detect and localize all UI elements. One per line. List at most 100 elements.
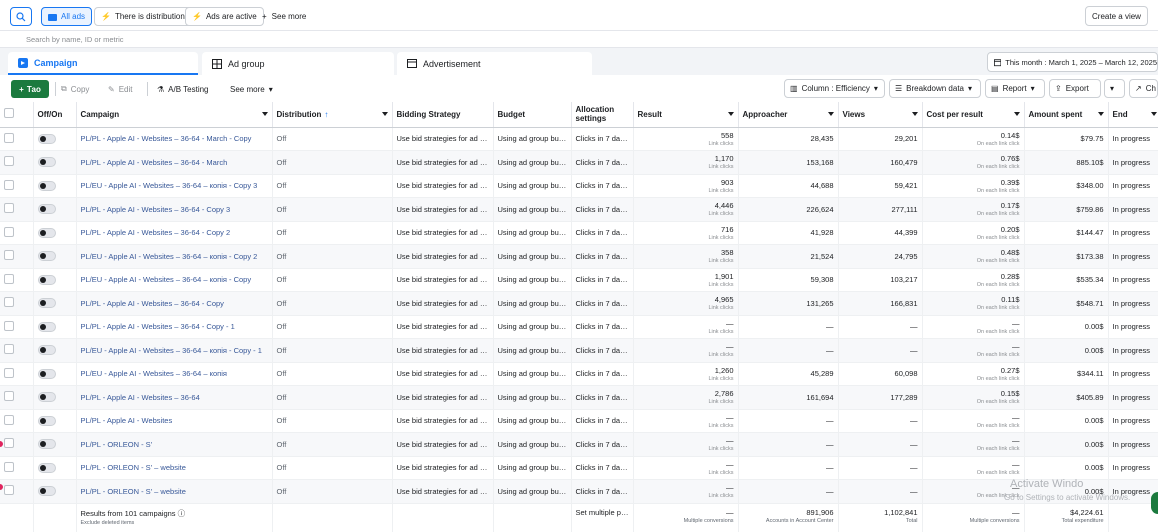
search-button[interactable] (10, 7, 32, 26)
campaign-name-link[interactable]: PL/PL - ORLEON - S' – website (76, 479, 273, 504)
row-checkbox[interactable] (4, 367, 14, 378)
col-end[interactable]: End (1108, 102, 1158, 128)
report-button[interactable]: ▤ Report ▾ (985, 79, 1045, 98)
col-off-on[interactable]: Off/On (33, 102, 77, 128)
tab-ad-group[interactable]: Ad group (202, 52, 394, 75)
campaign-toggle[interactable] (37, 462, 56, 473)
date-range-picker[interactable]: This month : March 1, 2025 – March 12, 2… (987, 52, 1158, 72)
row-checkbox[interactable] (4, 156, 14, 167)
row-checkbox[interactable] (4, 179, 14, 190)
table-row[interactable]: PL/PL - ORLEON - S' Off Use bid strategi… (0, 432, 1158, 457)
col-views[interactable]: Views (838, 102, 923, 128)
row-checkbox[interactable] (4, 203, 14, 214)
table-row[interactable]: PL/PL - Apple AI - Websites – 36-64 - Co… (0, 221, 1158, 245)
copy-button[interactable]: ⧉ Copy (61, 80, 89, 98)
campaign-name-link[interactable]: PL/PL - Apple AI - Websites – 36-64 (76, 385, 273, 410)
campaign-toggle[interactable] (37, 368, 56, 379)
tab-advertisement[interactable]: Advertisement (397, 52, 592, 75)
breakdown-button[interactable]: ☰ Breakdown data ▾ (889, 79, 981, 98)
row-checkbox[interactable] (4, 438, 14, 449)
table-row[interactable]: PL/EU - Apple AI - Websites – 36-64 – ко… (0, 338, 1158, 363)
col-bidding-strategy[interactable]: Bidding Strategy (392, 102, 494, 128)
table-row[interactable]: PL/PL - Apple AI - Websites – 36-64 - Co… (0, 197, 1158, 222)
caret-down-icon[interactable] (261, 112, 268, 116)
active-ads-filter[interactable]: ⚡ Ads are active (185, 7, 264, 26)
caret-down-icon[interactable] (1097, 112, 1104, 116)
caret-down-icon[interactable] (727, 112, 734, 116)
table-row[interactable]: PL/EU - Apple AI - Websites – 36-64 – ко… (0, 174, 1158, 198)
table-row[interactable]: PL/PL - Apple AI - Websites – 36-64 - Ma… (0, 127, 1158, 151)
campaign-name-link[interactable]: PL/EU - Apple AI - Websites – 36-64 – ко… (76, 338, 273, 363)
campaign-toggle[interactable] (37, 227, 56, 238)
col-distribution[interactable]: Distribution ↑ (272, 102, 393, 128)
row-checkbox[interactable] (4, 344, 14, 355)
campaign-toggle[interactable] (37, 251, 56, 262)
campaign-toggle[interactable] (37, 439, 56, 450)
info-icon[interactable]: ⓘ (177, 508, 186, 518)
campaign-name-link[interactable]: PL/EU - Apple AI - Websites – 36-64 – ко… (76, 362, 273, 386)
select-all-checkbox[interactable] (4, 108, 14, 119)
campaign-name-link[interactable]: PL/EU - Apple AI - Websites – 36-64 – ко… (76, 174, 273, 198)
campaign-toggle[interactable] (37, 486, 56, 497)
caret-down-icon[interactable] (381, 112, 388, 116)
table-row[interactable]: PL/PL - Apple AI - Websites – 36-64 - Ma… (0, 150, 1158, 175)
table-row[interactable]: PL/PL - Apple AI - Websites Off Use bid … (0, 409, 1158, 433)
see-more-filters[interactable]: + See more (262, 7, 306, 26)
edit-button[interactable]: ✎ Edit (108, 80, 133, 98)
more-options-button[interactable]: ▾ (1104, 79, 1125, 98)
table-row[interactable]: PL/PL - Apple AI - Websites – 36-64 - Co… (0, 291, 1158, 316)
campaign-toggle[interactable] (37, 392, 56, 403)
campaign-name-link[interactable]: PL/PL - ORLEON - S' (76, 432, 273, 457)
col-campaign[interactable]: Campaign (76, 102, 273, 128)
help-fab[interactable] (1151, 492, 1158, 514)
campaign-name-link[interactable]: PL/EU - Apple AI - Websites – 36-64 – ко… (76, 244, 273, 269)
row-checkbox[interactable] (4, 391, 14, 402)
campaign-name-link[interactable]: PL/PL - Apple AI - Websites – 36-64 - Co… (76, 221, 273, 245)
caret-down-icon[interactable] (1150, 112, 1157, 116)
table-row[interactable]: PL/EU - Apple AI - Websites – 36-64 – ко… (0, 362, 1158, 386)
row-checkbox[interactable] (4, 273, 14, 284)
col-approacher[interactable]: Approacher (738, 102, 839, 128)
row-checkbox[interactable] (4, 132, 14, 143)
campaign-name-link[interactable]: PL/PL - Apple AI - Websites – 36-64 - Co… (76, 315, 273, 339)
campaign-name-link[interactable]: PL/PL - Apple AI - Websites – 36-64 - Ma… (76, 127, 273, 151)
campaign-toggle[interactable] (37, 180, 56, 191)
col-cost-per-result[interactable]: Cost per result (922, 102, 1025, 128)
distribution-filter[interactable]: ⚡ There is distribution (94, 7, 192, 26)
table-row[interactable]: PL/PL - Apple AI - Websites – 36-64 - Co… (0, 315, 1158, 339)
table-row[interactable]: PL/PL - ORLEON - S' – website Off Use bi… (0, 479, 1158, 504)
col-budget[interactable]: Budget (493, 102, 572, 128)
campaign-name-link[interactable]: PL/PL - Apple AI - Websites – 36-64 - Ma… (76, 150, 273, 175)
columns-button[interactable]: ▥ Column : Efficiency ▾ (784, 79, 885, 98)
row-checkbox[interactable] (4, 250, 14, 261)
campaign-toggle[interactable] (37, 133, 56, 144)
row-checkbox[interactable] (4, 485, 14, 496)
campaign-toggle[interactable] (37, 298, 56, 309)
row-checkbox[interactable] (4, 297, 14, 308)
row-checkbox[interactable] (4, 226, 14, 237)
campaign-toggle[interactable] (37, 274, 56, 285)
campaign-toggle[interactable] (37, 345, 56, 356)
see-more-actions[interactable]: See more ▾ (230, 80, 273, 98)
table-row[interactable]: PL/EU - Apple AI - Websites – 36-64 – ко… (0, 268, 1158, 292)
row-checkbox[interactable] (4, 320, 14, 331)
table-row[interactable]: PL/EU - Apple AI - Websites – 36-64 – ко… (0, 244, 1158, 269)
create-view-button[interactable]: Create a view (1085, 6, 1148, 26)
create-button[interactable]: + Тао (11, 80, 49, 98)
search-input[interactable]: Search by name, ID or metric (0, 31, 1158, 48)
campaign-toggle[interactable] (37, 321, 56, 332)
campaign-toggle[interactable] (37, 415, 56, 426)
caret-down-icon[interactable] (911, 112, 918, 116)
table-row[interactable]: PL/PL - ORLEON - S' – website Off Use bi… (0, 456, 1158, 480)
campaign-toggle[interactable] (37, 204, 56, 215)
caret-down-icon[interactable] (827, 112, 834, 116)
campaign-name-link[interactable]: PL/PL - Apple AI - Websites – 36-64 - Co… (76, 197, 273, 222)
row-checkbox[interactable] (4, 414, 14, 425)
caret-down-icon[interactable] (1013, 112, 1020, 116)
ab-testing-button[interactable]: ⚗ A/B Testing (157, 80, 209, 98)
campaign-name-link[interactable]: PL/EU - Apple AI - Websites – 36-64 – ко… (76, 268, 273, 292)
col-amount-spent[interactable]: Amount spent (1024, 102, 1109, 128)
campaign-toggle[interactable] (37, 157, 56, 168)
col-allocation[interactable]: Allocation settings (571, 102, 634, 128)
tab-campaign[interactable]: Campaign (8, 52, 198, 75)
